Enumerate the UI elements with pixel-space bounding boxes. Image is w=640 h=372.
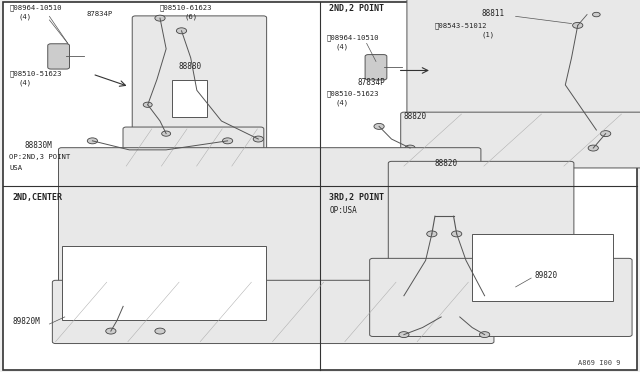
FancyBboxPatch shape <box>52 280 494 344</box>
Circle shape <box>479 332 490 338</box>
Circle shape <box>87 138 97 144</box>
Text: 88820: 88820 <box>435 159 458 168</box>
Text: ⓝ08964-10510: ⓝ08964-10510 <box>10 4 62 11</box>
FancyBboxPatch shape <box>370 258 632 337</box>
Circle shape <box>593 12 600 17</box>
Text: USA: USA <box>10 165 22 171</box>
Text: 88880: 88880 <box>179 62 202 71</box>
Text: A869 I00 9: A869 I00 9 <box>579 360 621 366</box>
Text: (4): (4) <box>335 44 349 50</box>
Text: (1): (1) <box>481 31 495 38</box>
FancyBboxPatch shape <box>388 161 574 307</box>
Text: 87834P: 87834P <box>357 78 385 87</box>
Text: (4): (4) <box>19 13 32 20</box>
Text: 89820M: 89820M <box>13 317 40 326</box>
Text: 2ND,2 POINT: 2ND,2 POINT <box>330 4 385 13</box>
Circle shape <box>399 332 409 338</box>
FancyBboxPatch shape <box>61 246 266 320</box>
Circle shape <box>106 328 116 334</box>
FancyBboxPatch shape <box>407 0 640 146</box>
Text: 2ND,CENTER: 2ND,CENTER <box>13 193 63 202</box>
Circle shape <box>452 231 462 237</box>
Text: Ⓢ08510-61623: Ⓢ08510-61623 <box>160 4 212 11</box>
Text: 87834P: 87834P <box>86 12 113 17</box>
Circle shape <box>155 328 165 334</box>
FancyBboxPatch shape <box>172 80 207 118</box>
Text: Ⓢ08543-51012: Ⓢ08543-51012 <box>435 22 488 29</box>
Circle shape <box>143 102 152 108</box>
Text: (4): (4) <box>19 80 32 86</box>
Text: 89820: 89820 <box>534 271 557 280</box>
Text: Ⓢ08510-51623: Ⓢ08510-51623 <box>10 71 62 77</box>
FancyBboxPatch shape <box>48 44 70 69</box>
Text: OP:2ND,3 POINT: OP:2ND,3 POINT <box>10 154 71 160</box>
Circle shape <box>600 131 611 137</box>
Circle shape <box>162 131 171 136</box>
FancyBboxPatch shape <box>365 55 387 80</box>
FancyBboxPatch shape <box>472 234 613 301</box>
Circle shape <box>374 124 384 129</box>
Circle shape <box>253 136 264 142</box>
Text: 88811: 88811 <box>481 9 504 18</box>
Circle shape <box>427 231 437 237</box>
FancyBboxPatch shape <box>123 127 264 168</box>
Circle shape <box>588 145 598 151</box>
Circle shape <box>573 22 583 28</box>
Text: (4): (4) <box>335 100 349 106</box>
FancyBboxPatch shape <box>401 112 640 168</box>
Text: Ⓢ08510-51623: Ⓢ08510-51623 <box>326 91 379 97</box>
Circle shape <box>405 145 415 151</box>
FancyBboxPatch shape <box>3 2 637 370</box>
Circle shape <box>155 15 165 21</box>
Text: 3RD,2 POINT: 3RD,2 POINT <box>330 193 385 202</box>
Text: ⓝ08964-10510: ⓝ08964-10510 <box>326 35 379 41</box>
FancyBboxPatch shape <box>132 16 267 154</box>
Circle shape <box>177 28 187 34</box>
Text: 88820: 88820 <box>404 112 427 121</box>
Text: (6): (6) <box>184 13 198 20</box>
Circle shape <box>223 138 233 144</box>
Text: 88830M: 88830M <box>25 141 52 150</box>
FancyBboxPatch shape <box>58 148 481 319</box>
Text: OP:USA: OP:USA <box>330 206 357 215</box>
